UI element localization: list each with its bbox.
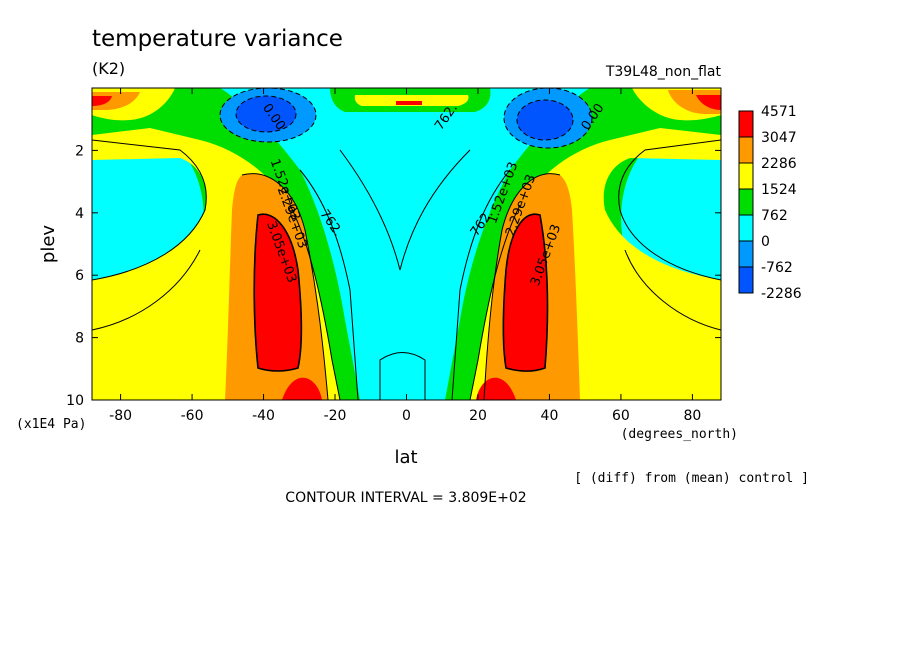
chart-units: (K2) bbox=[92, 59, 125, 78]
diff-note: [ (diff) from (mean) control ] bbox=[574, 471, 809, 486]
y-tick-label: 8 bbox=[75, 331, 84, 347]
x-axis: -80 -60 -40 -20 0 20 40 60 80 bbox=[109, 88, 701, 424]
colorbar-swatch bbox=[738, 266, 754, 294]
x-axis-units: (degrees_north) bbox=[621, 427, 738, 442]
x-tick-label: -40 bbox=[252, 408, 275, 424]
x-tick-label: -80 bbox=[109, 408, 132, 424]
colorbar-level-label: -2286 bbox=[761, 286, 802, 302]
y-axis: 2 4 6 8 10 bbox=[66, 143, 721, 409]
x-tick-label: 0 bbox=[402, 408, 411, 424]
colorbar-level-label: 4571 bbox=[761, 104, 797, 120]
colorbar-level-label: 0 bbox=[761, 234, 770, 250]
colorbar-level-label: 762 bbox=[761, 208, 788, 224]
y-tick-label: 6 bbox=[75, 268, 84, 284]
colorbar-swatch bbox=[738, 214, 754, 242]
colorbar-level-label: -762 bbox=[761, 260, 793, 276]
colorbar-level-label: 2286 bbox=[761, 156, 797, 172]
colorbar-swatch bbox=[738, 110, 754, 138]
colorbar-swatch bbox=[738, 240, 754, 268]
experiment-label: T39L48_non_flat bbox=[605, 64, 722, 80]
y-axis-units: (x1E4 Pa) bbox=[16, 417, 86, 432]
colorbar-swatch bbox=[738, 162, 754, 190]
y-tick-label: 4 bbox=[75, 206, 84, 222]
chart-title: temperature variance bbox=[92, 26, 343, 52]
x-tick-label: 80 bbox=[683, 408, 701, 424]
colorbar-level-label: 3047 bbox=[761, 130, 797, 146]
colorbar-swatch bbox=[738, 136, 754, 164]
contour-interval: CONTOUR INTERVAL = 3.809E+02 bbox=[285, 490, 526, 506]
x-tick-label: -60 bbox=[181, 408, 204, 424]
y-axis-label: plev bbox=[38, 225, 59, 264]
x-tick-label: 20 bbox=[469, 408, 487, 424]
y-tick-label: 10 bbox=[66, 393, 84, 409]
colorbar-level-label: 1524 bbox=[761, 182, 797, 198]
x-axis-label: lat bbox=[394, 447, 417, 468]
x-tick-label: 40 bbox=[541, 408, 559, 424]
colorbar: 4571 3047 2286 1524 762 0 -762 -2286 bbox=[738, 104, 802, 302]
contour-field bbox=[92, 88, 721, 400]
colorbar-swatch bbox=[738, 188, 754, 216]
x-tick-label: -20 bbox=[324, 408, 347, 424]
x-tick-label: 60 bbox=[612, 408, 630, 424]
y-tick-label: 2 bbox=[75, 143, 84, 159]
